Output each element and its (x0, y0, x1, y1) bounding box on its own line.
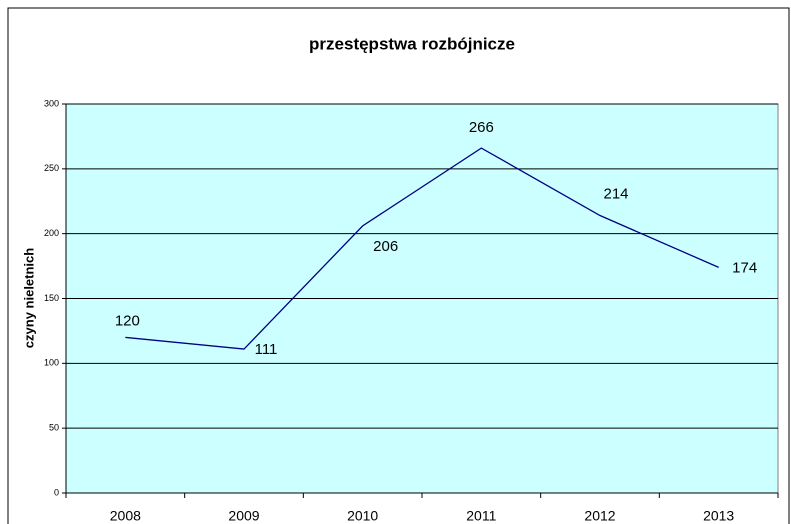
data-line (125, 147, 719, 350)
data-label: 214 (603, 185, 628, 202)
y-tick-label: 150 (44, 293, 59, 303)
x-tick-label: 2013 (703, 508, 734, 524)
data-label: 174 (732, 259, 757, 276)
y-tick-label: 0 (54, 487, 59, 497)
data-label: 266 (469, 119, 494, 136)
y-tick-label: 250 (44, 163, 59, 173)
data-label: 120 (115, 312, 140, 329)
y-tick-label: 100 (44, 358, 59, 368)
y-tick-label: 50 (49, 423, 59, 433)
y-axis-label: czyny nieletnich (21, 248, 36, 348)
data-label: 206 (373, 238, 398, 255)
data-label: 111 (255, 341, 278, 358)
x-tick-label: 2009 (228, 508, 259, 524)
x-tick-label: 2012 (584, 508, 615, 524)
x-tick-label: 2008 (110, 508, 141, 524)
y-tick-label: 200 (44, 228, 59, 238)
x-tick-label: 2011 (466, 508, 496, 524)
y-tick-label: 300 (44, 98, 59, 108)
chart-title: przestępstwa rozbójnicze (309, 34, 515, 53)
x-tick-label: 2010 (347, 508, 378, 524)
